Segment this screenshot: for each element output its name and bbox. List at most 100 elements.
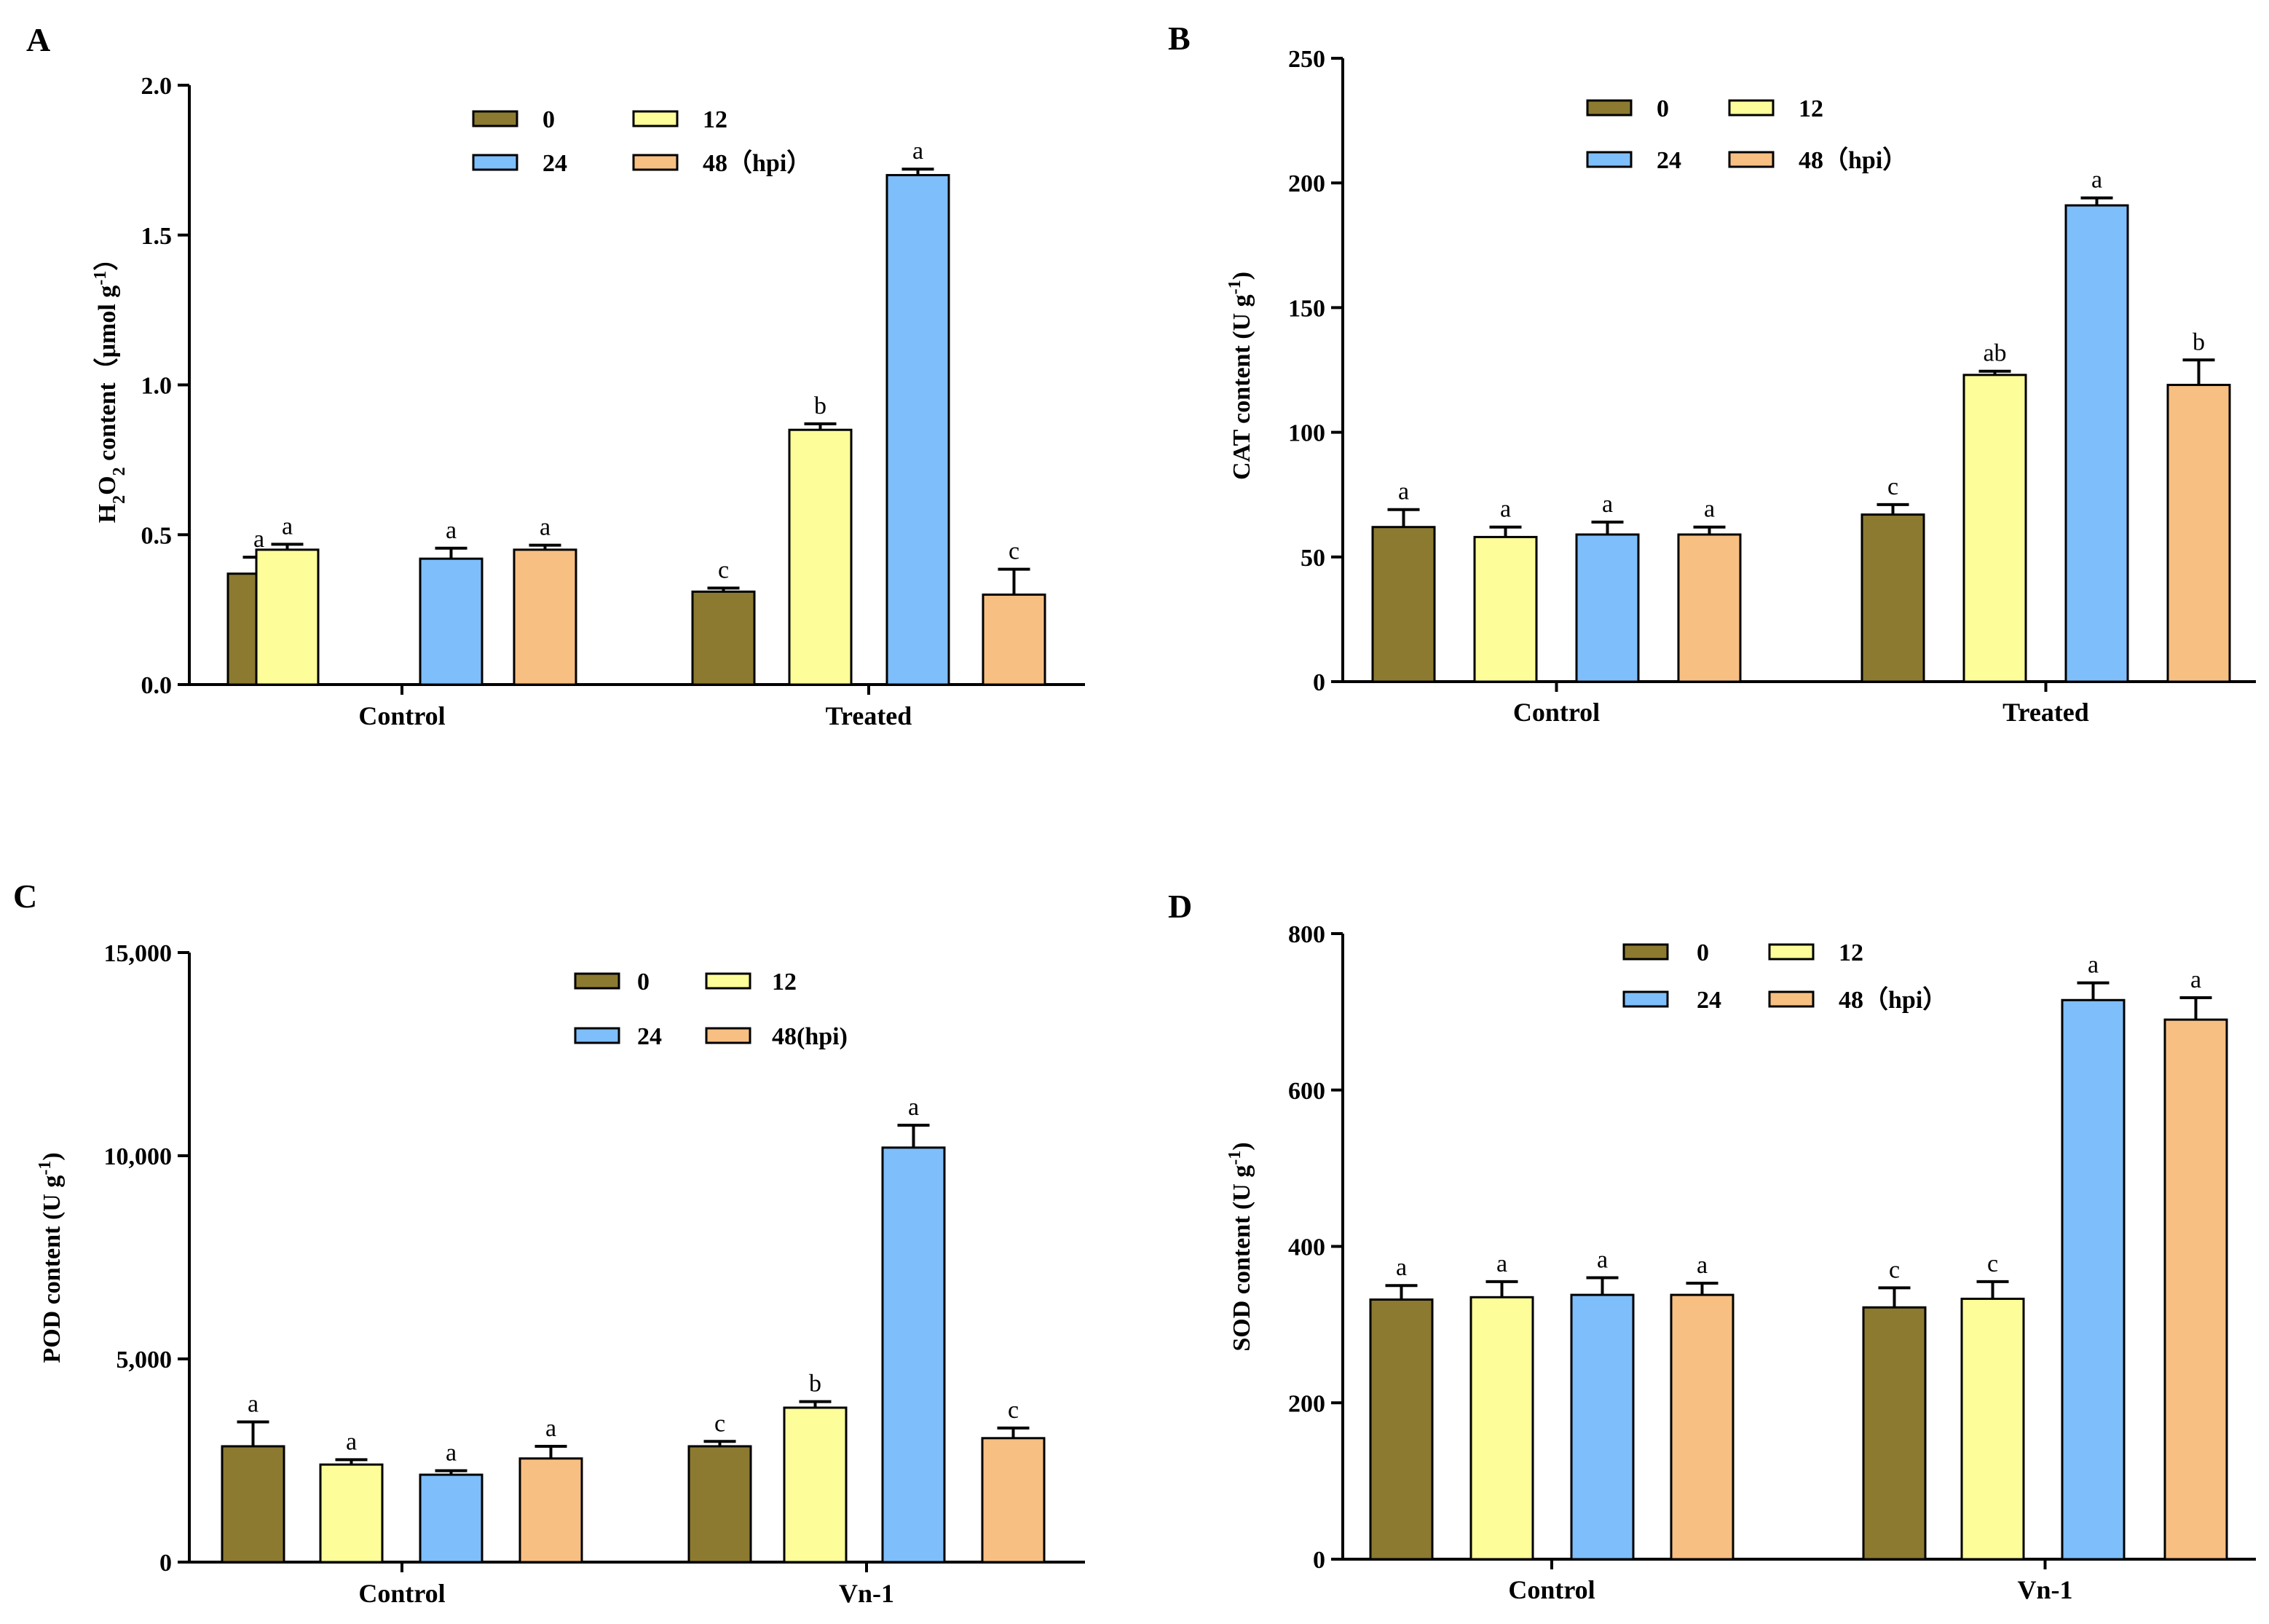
significance-letter: c (1887, 473, 1898, 500)
significance-letter: a (2088, 952, 2099, 979)
chart-panel-D: D 0 200 400 600 800 Control Vn-1 a c a c a a a a 0 12 24 48… (1168, 888, 2256, 1604)
bar (518, 1457, 583, 1564)
significance-letter: a (446, 517, 457, 544)
significance-letter: a (540, 514, 551, 541)
x-category-label: Control (1508, 1575, 1595, 1604)
legend-swatch (1768, 943, 1815, 961)
legend-label: 48（hpi） (703, 149, 811, 177)
legend-swatch (1586, 151, 1633, 168)
significance-letter: b (809, 1371, 821, 1398)
significance-letter: a (1697, 1252, 1708, 1279)
panel-letter: B (1168, 20, 1191, 57)
significance-letter: b (814, 393, 826, 419)
bar (1860, 513, 1925, 683)
bar (1960, 1297, 2025, 1561)
bar (1369, 1298, 1434, 1561)
y-tick-label: 15,000 (104, 940, 173, 967)
y-tick-label: 0 (159, 1550, 172, 1577)
legend-label: 24 (1697, 987, 1721, 1014)
y-tick-label: 0 (1313, 669, 1325, 696)
x-category-label: Vn-1 (2017, 1575, 2072, 1604)
legend-swatch (574, 972, 620, 990)
bar (881, 1146, 946, 1564)
y-axis-label: POD content (U g-1) (36, 1152, 66, 1363)
legend-swatch (1586, 99, 1633, 117)
chart-panel-C: C 0 5,000 10,000 15,000 Control Vn-1 a c a b a a a c 0 1… (13, 878, 1085, 1608)
y-tick-label: 1.0 (141, 373, 173, 400)
legend-label: 0 (1657, 95, 1669, 122)
significance-letter: c (1987, 1250, 1998, 1277)
significance-letter: a (908, 1094, 919, 1121)
legend-swatch (1622, 943, 1669, 961)
legend-label: 48(hpi) (772, 1023, 848, 1050)
bar (783, 1406, 848, 1564)
legend-swatch (1728, 151, 1775, 168)
bar (687, 1445, 752, 1564)
bar (1371, 526, 1436, 683)
y-tick-label: 1.5 (141, 223, 173, 250)
bar (419, 1473, 484, 1564)
x-category-label: Control (358, 1579, 445, 1608)
bar (2163, 1018, 2228, 1561)
y-axis-label: CAT content (U g-1) (1226, 272, 1255, 480)
bar (1469, 1296, 1534, 1561)
x-category-label: Vn-1 (839, 1579, 894, 1608)
significance-letter: a (912, 138, 923, 165)
significance-letter: c (1889, 1256, 1900, 1283)
significance-letter: a (1496, 1250, 1507, 1277)
legend-swatch (632, 110, 679, 127)
bar (885, 173, 950, 686)
bar (2061, 998, 2126, 1561)
significance-letter: a (2190, 966, 2201, 993)
bar (221, 1445, 285, 1564)
bar (982, 594, 1046, 686)
y-tick-label: 800 (1288, 921, 1325, 948)
x-category-label: Treated (826, 701, 912, 730)
y-tick-label: 250 (1288, 46, 1325, 73)
panel-letter: C (13, 878, 37, 915)
legend-swatch (632, 154, 679, 171)
legend-label: 0 (637, 969, 650, 996)
bar (2166, 384, 2231, 683)
significance-letter: c (1008, 1397, 1019, 1424)
significance-letter: a (1396, 1254, 1407, 1281)
x-category-label: Control (1513, 698, 1600, 727)
bar (981, 1437, 1046, 1564)
y-tick-label: 100 (1288, 420, 1325, 447)
significance-letter: a (545, 1415, 556, 1442)
legend-label: 12 (1839, 939, 1863, 966)
legend-swatch (705, 972, 751, 990)
legend-label: 12 (1799, 95, 1823, 122)
significance-letter: a (248, 1390, 259, 1417)
bar (1670, 1293, 1735, 1561)
legend-label: 48（hpi） (1799, 146, 1907, 174)
legend-label: 0 (542, 106, 555, 133)
significance-letter: a (2091, 167, 2102, 194)
y-tick-label: 150 (1288, 295, 1325, 322)
significance-letter: a (253, 526, 264, 553)
significance-letter: b (2193, 328, 2205, 355)
panel-letter: A (26, 21, 50, 58)
legend-swatch (1728, 99, 1775, 117)
bar (1575, 533, 1640, 683)
y-tick-label: 0.0 (141, 672, 173, 699)
x-category-label: Treated (2002, 698, 2089, 727)
legend-label: 12 (703, 106, 727, 133)
bar (1473, 535, 1538, 683)
legend-label: 48（hpi） (1839, 985, 1947, 1014)
bar (419, 557, 484, 686)
significance-letter: a (1602, 491, 1613, 518)
legend-swatch (574, 1027, 620, 1044)
y-axis-label: H2O2 content（μmol g-1） (91, 246, 129, 524)
significance-letter: c (1009, 538, 1019, 565)
significance-letter: a (1704, 496, 1715, 523)
bar (1570, 1293, 1635, 1561)
y-tick-label: 400 (1288, 1234, 1325, 1261)
legend-label: 24 (542, 150, 567, 177)
x-category-label: Control (358, 701, 445, 730)
significance-letter: a (1597, 1246, 1608, 1273)
significance-letter: a (446, 1439, 457, 1466)
